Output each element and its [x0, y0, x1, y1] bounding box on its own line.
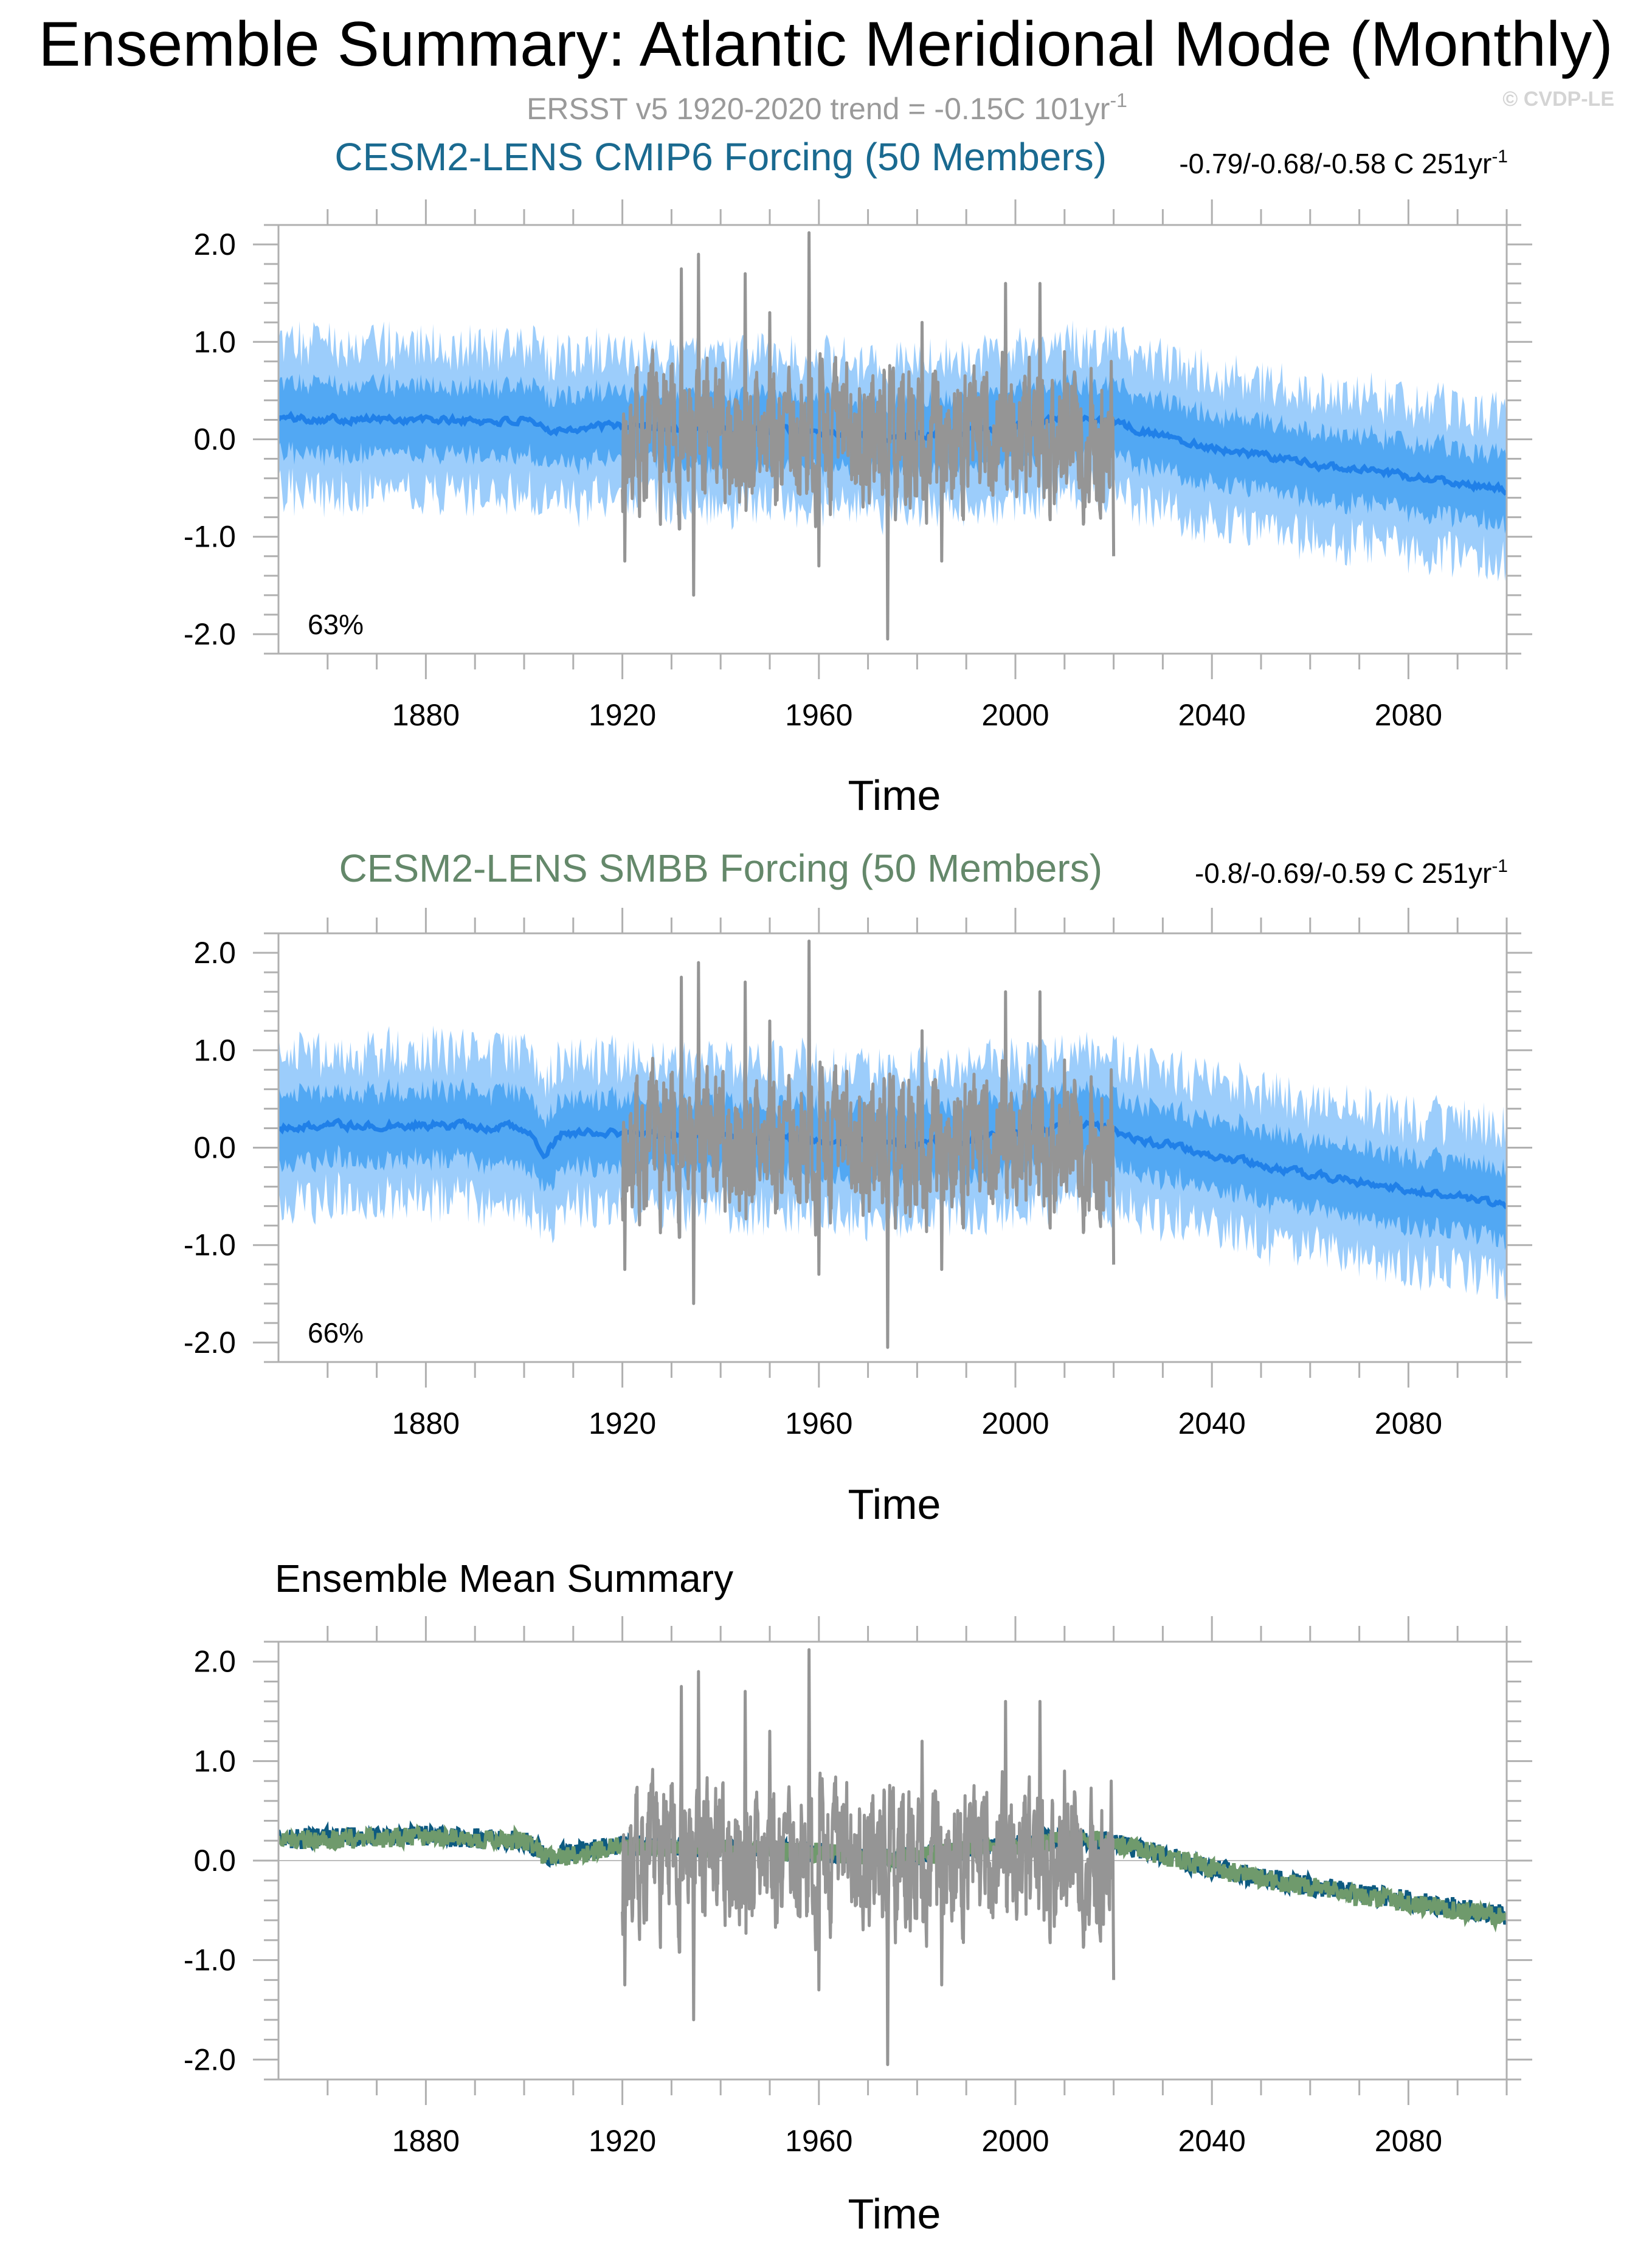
obs-trend-exponent: -1	[1110, 89, 1127, 111]
panel-smbb-xtick-label: 2080	[1375, 1406, 1442, 1440]
panel-cmip6: CESM2-LENS CMIP6 Forcing (50 Members) -0…	[184, 135, 1532, 819]
panel-cmip6-ytick-label: -1.0	[184, 520, 236, 554]
panel-mean-ytick-label: 0.0	[193, 1844, 236, 1878]
panel-smbb-trend-text: -0.8/-0.69/-0.59 C 251yr	[1195, 857, 1491, 889]
panel-cmip6-xtick-label: 1960	[785, 698, 852, 732]
panel-mean-title: Ensemble Mean Summary	[275, 1557, 733, 1600]
panel-cmip6-xlabel: Time	[848, 772, 941, 819]
panel-cmip6-xtick-label: 2000	[981, 698, 1049, 732]
panel-mean-xtick-label: 1920	[589, 2124, 656, 2158]
panel-smbb-xtick-label: 1920	[589, 1406, 656, 1440]
panel-mean-obs-line	[621, 1648, 1116, 2066]
panel-cmip6-obs-line	[621, 231, 1116, 641]
panel-cmip6-xtick-label: 2080	[1375, 698, 1442, 732]
panel-smbb-percent-annotation: 66%	[308, 1317, 364, 1349]
panel-cmip6-ytick-label: 0.0	[193, 423, 236, 457]
panel-cmip6-trend-exponent: -1	[1491, 147, 1508, 167]
panel-mean-ytick-label: 2.0	[193, 1645, 236, 1679]
panel-smbb-trend: -0.8/-0.69/-0.59 C 251yr-1	[1195, 856, 1508, 889]
panel-mean-xtick-label: 1960	[785, 2124, 852, 2158]
panel-mean-ytick-label: 1.0	[193, 1744, 236, 1778]
obs-trend-text: ERSST v5 1920-2020 trend = -0.15C 101yr	[527, 92, 1110, 126]
obs-trend-subtitle: ERSST v5 1920-2020 trend = -0.15C 101yr-…	[527, 89, 1127, 126]
panel-smbb-xlabel: Time	[848, 1481, 941, 1528]
panel-mean-ytick-label: -1.0	[184, 1943, 236, 1977]
panel-smbb-xtick-label: 2000	[981, 1406, 1049, 1440]
panel-cmip6-ensemble-spread-band	[278, 372, 1507, 534]
panel-mean-plot-area	[278, 1648, 1507, 2066]
panel-mean-xtick-label: 2000	[981, 2124, 1049, 2158]
panel-smbb-xtick-label: 2040	[1178, 1406, 1246, 1440]
panel-cmip6-xtick-label: 1880	[392, 698, 460, 732]
panel-smbb-obs-line	[621, 939, 1116, 1349]
panel-smbb-xtick-label: 1960	[785, 1406, 852, 1440]
panel-cmip6-trend: -0.79/-0.68/-0.58 C 251yr-1	[1179, 147, 1508, 179]
panel-smbb-ytick-label: -2.0	[184, 1326, 236, 1360]
panel-smbb-xtick-label: 1880	[392, 1406, 460, 1440]
panel-cmip6-ytick-label: 2.0	[193, 227, 236, 261]
panel-mean-ytick-label: -2.0	[184, 2042, 236, 2076]
panel-smbb-title: CESM2-LENS SMBB Forcing (50 Members)	[339, 846, 1102, 890]
panel-smbb-ytick-label: 0.0	[193, 1131, 236, 1165]
panel-smbb-ytick-label: -1.0	[184, 1228, 236, 1262]
panel-ensemble-mean: Ensemble Mean Summary Time 1880 1920 1960 2…	[184, 1557, 1532, 2238]
panel-smbb-ytick-label: 1.0	[193, 1033, 236, 1067]
panel-cmip6-xtick-label: 1920	[589, 698, 656, 732]
panel-mean-xtick-label: 2080	[1375, 2124, 1442, 2158]
panel-mean-xtick-label: 2040	[1178, 2124, 1246, 2158]
panel-smbb: CESM2-LENS SMBB Forcing (50 Members) -0.…	[184, 846, 1532, 1528]
panel-cmip6-trend-text: -0.79/-0.68/-0.58 C 251yr	[1179, 148, 1491, 179]
panel-smbb-ytick-label: 2.0	[193, 936, 236, 970]
panel-cmip6-title: CESM2-LENS CMIP6 Forcing (50 Members)	[334, 135, 1107, 179]
panel-mean-xtick-label: 1880	[392, 2124, 460, 2158]
panel-cmip6-ytick-label: 1.0	[193, 325, 236, 359]
panel-cmip6-ytick-label: -2.0	[184, 617, 236, 651]
panel-smbb-plot-area	[278, 939, 1507, 1349]
watermark: © CVDP-LE	[1502, 88, 1614, 111]
figure-title: Ensemble Summary: Atlantic Meridional Mo…	[38, 9, 1612, 80]
panel-cmip6-percent-annotation: 63%	[308, 609, 364, 640]
panel-smbb-ensemble-spread-band	[278, 1077, 1507, 1250]
panel-cmip6-plot-area	[278, 231, 1507, 641]
panel-smbb-trend-exponent: -1	[1491, 856, 1508, 876]
panel-cmip6-xtick-label: 2040	[1178, 698, 1246, 732]
panel-mean-xlabel: Time	[848, 2190, 941, 2238]
